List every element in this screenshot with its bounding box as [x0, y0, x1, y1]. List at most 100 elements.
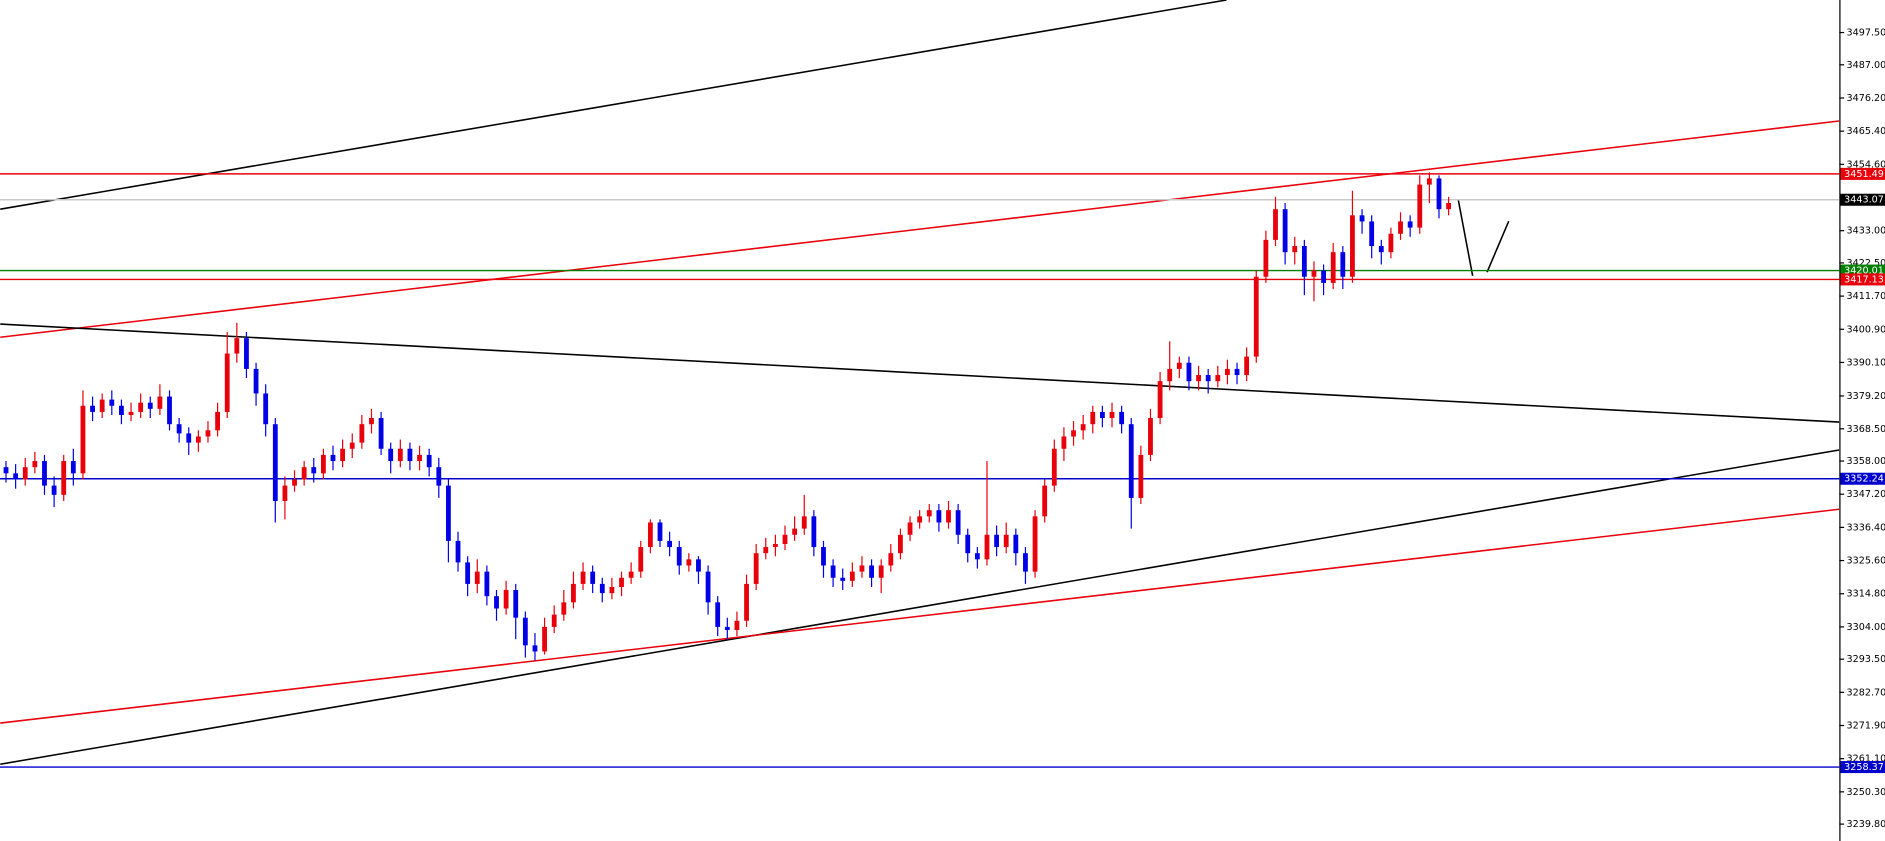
y-tick-label: 3390.10 [1847, 357, 1885, 368]
trend-line [1457, 199, 1474, 276]
y-tick-label: 3304.00 [1847, 622, 1885, 633]
candle-body [542, 626, 547, 652]
candle-body [1042, 485, 1048, 517]
level-label-box [1840, 167, 1885, 180]
candle-body [1350, 215, 1355, 277]
candle-body [1023, 553, 1028, 572]
candle-body [1215, 375, 1221, 382]
candle-body [1426, 178, 1432, 185]
candle-body [955, 510, 961, 535]
candle-body [830, 565, 836, 578]
candle-body [1301, 246, 1307, 277]
candle-body [686, 559, 692, 566]
y-tick-label: 3336.40 [1847, 522, 1885, 533]
y-tick-label: 3379.20 [1847, 391, 1885, 402]
y-tick-label: 3250.30 [1847, 787, 1885, 798]
candle-body [417, 454, 422, 462]
trend-line [0, 120, 1840, 339]
candle-body [1167, 368, 1173, 382]
candle-body [772, 543, 778, 548]
candle-body [599, 583, 605, 594]
y-tick-label: 3411.70 [1847, 291, 1885, 302]
candle-body [1051, 448, 1057, 486]
candle-body [397, 448, 403, 462]
candle-body [42, 461, 47, 486]
candle-body [369, 418, 374, 425]
candle-body [484, 571, 490, 597]
candle-body [1176, 362, 1182, 369]
candle-body [1311, 270, 1317, 277]
candle-body [571, 583, 576, 603]
trend-line [0, 508, 1840, 724]
candle-body [994, 534, 1000, 548]
candle-body [1446, 203, 1452, 210]
candle-body [1244, 356, 1250, 376]
level-label-box [1840, 761, 1885, 774]
candle-body [1225, 368, 1230, 376]
candle-body [253, 368, 259, 394]
y-tick-label: 3487.00 [1847, 60, 1885, 71]
level-label-box [1840, 193, 1885, 206]
y-tick-label: 3239.80 [1847, 819, 1885, 830]
candle-body [715, 602, 721, 627]
candle-body [657, 522, 663, 541]
candle-body [1090, 411, 1096, 425]
candle-body [503, 590, 509, 609]
candle-body [522, 617, 528, 646]
level-label: 3443.07 [1844, 195, 1884, 206]
candle-body [1128, 424, 1134, 498]
candle-body [1263, 239, 1269, 277]
candle-body [869, 565, 874, 578]
candle-body [1138, 454, 1144, 498]
candle-body [821, 547, 826, 566]
candle-body [340, 448, 346, 462]
level-label: 3417.13 [1844, 274, 1884, 285]
candle-body [580, 571, 586, 584]
candle-body [90, 405, 95, 412]
candle-body [167, 396, 172, 425]
candle-body [1378, 246, 1384, 253]
candle-body [61, 461, 67, 495]
candle-body [474, 571, 480, 584]
candle-body [984, 534, 990, 560]
candle-body [1109, 411, 1115, 419]
candle-body [244, 338, 249, 369]
candle-body [301, 467, 307, 480]
candle-body [619, 577, 624, 587]
candle-body [1369, 221, 1375, 247]
candle-body [590, 571, 596, 584]
candle-body [349, 442, 355, 449]
y-tick-label: 3400.90 [1847, 324, 1885, 335]
candle-body [859, 565, 865, 572]
candle-body [1099, 411, 1105, 419]
candle-body [311, 467, 317, 474]
candle-body [753, 553, 759, 584]
candle-body [946, 510, 951, 523]
candle-body [378, 418, 384, 449]
candle-body [734, 620, 740, 630]
candle-body [128, 411, 134, 415]
candle-body [667, 540, 673, 548]
candle-body [1273, 209, 1278, 240]
candle-body [811, 516, 817, 548]
candle-body [1234, 368, 1240, 376]
y-tick-label: 3454.60 [1847, 159, 1885, 170]
candle-body [801, 516, 807, 529]
candle-body [436, 467, 442, 486]
candle-body [1340, 252, 1346, 277]
level-label: 3258.37 [1844, 762, 1884, 773]
candle-body [1061, 436, 1067, 449]
candle-body [1359, 215, 1365, 222]
candle-body [1205, 375, 1211, 382]
candle-body [724, 626, 730, 630]
candle-body [176, 424, 182, 434]
candle-body [138, 402, 144, 412]
y-tick-label: 3358.00 [1847, 456, 1885, 467]
candle-body [147, 402, 153, 409]
candle-body [676, 547, 682, 566]
candle-body [1013, 534, 1019, 554]
candle-body [446, 485, 451, 541]
candle-body [1148, 418, 1153, 455]
candle-body [455, 540, 461, 563]
